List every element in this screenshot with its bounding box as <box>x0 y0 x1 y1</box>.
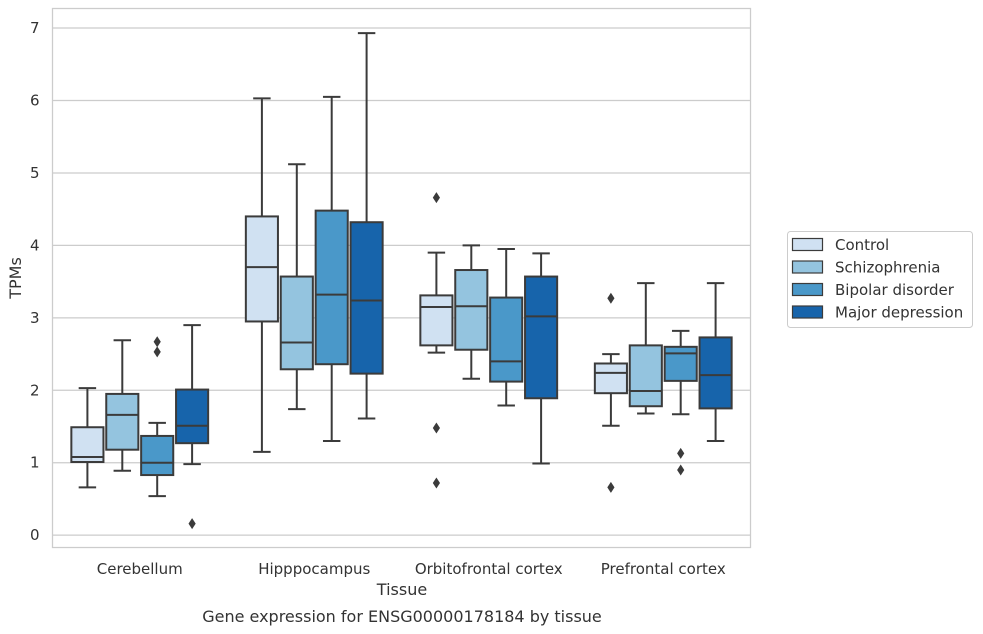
x-tick-label: Orbitofrontal cortex <box>415 560 563 578</box>
outlier-point <box>607 292 615 304</box>
box-body <box>279 275 314 371</box>
box-body <box>349 221 384 375</box>
box <box>593 292 628 493</box>
outlier-point <box>432 422 440 434</box>
box-body <box>140 434 175 477</box>
box <box>663 329 698 476</box>
legend-item: Control <box>791 236 889 254</box>
x-axis-ticks: Cerebellum Hipppocampus Orbitofrontal cort… <box>97 560 726 578</box>
y-tick-label: 2 <box>30 381 40 399</box>
x-axis-title: Tissue <box>376 580 427 599</box>
legend-label: Control <box>835 236 889 254</box>
box <box>140 336 175 498</box>
y-tick-label: 0 <box>30 526 40 544</box>
series-group <box>105 163 663 472</box>
y-axis-ticks: 0 1 2 3 4 5 6 7 <box>30 19 40 544</box>
legend-label: Bipolar disorder <box>835 281 955 299</box>
box-body <box>105 392 140 451</box>
box <box>454 244 489 380</box>
box <box>419 192 454 489</box>
y-axis-title: TPMs <box>6 257 25 300</box>
box-body <box>628 344 663 408</box>
outlier-point <box>153 346 161 358</box>
legend-swatch <box>791 305 824 319</box>
box-body <box>663 345 698 382</box>
outlier-point <box>188 518 196 530</box>
legend: Control Schizophrenia Bipolar disorder Majo… <box>787 231 973 328</box>
series-group <box>140 95 698 498</box>
y-tick-label: 1 <box>30 454 40 472</box>
box <box>314 95 349 443</box>
box-body <box>175 388 210 445</box>
x-tick-label: Hipppocampus <box>258 560 370 578</box>
box <box>524 252 559 465</box>
outlier-point <box>432 192 440 204</box>
legend-frame <box>787 231 973 328</box>
box-body <box>698 336 733 410</box>
series-group <box>175 32 733 530</box>
legend-swatch <box>791 237 824 252</box>
outlier-point <box>607 481 615 493</box>
box <box>175 324 210 530</box>
outlier-point <box>677 464 685 476</box>
box <box>244 97 279 453</box>
box <box>105 339 140 472</box>
box-body <box>593 362 628 395</box>
legend-swatch <box>791 260 824 274</box>
box <box>279 163 314 411</box>
outlier-point <box>432 477 440 489</box>
box-body <box>419 294 454 347</box>
box <box>698 282 733 443</box>
box-plot-series <box>70 32 733 530</box>
box <box>349 32 384 420</box>
box-body <box>489 296 524 383</box>
legend-item: Bipolar disorder <box>791 281 955 299</box>
legend-swatch <box>791 282 824 297</box>
plot-frame <box>51 7 752 549</box>
box-body <box>314 209 349 366</box>
legend-label: Schizophrenia <box>835 259 940 277</box>
legend-item: Schizophrenia <box>791 259 940 277</box>
y-tick-label: 4 <box>30 236 40 254</box>
box-body <box>244 215 279 323</box>
legend-item: Major depression <box>791 304 963 322</box>
y-tick-label: 3 <box>30 309 40 327</box>
legend-label: Major depression <box>835 304 963 322</box>
y-tick-label: 7 <box>30 19 40 37</box>
series-group <box>70 97 628 493</box>
chart-caption: Gene expression for ENSG00000178184 by t… <box>202 607 602 626</box>
outlier-point <box>153 336 161 348</box>
box <box>628 282 663 415</box>
box <box>70 387 105 489</box>
box <box>489 248 524 407</box>
outlier-point <box>677 447 685 459</box>
x-tick-label: Cerebellum <box>97 560 183 578</box>
y-tick-label: 5 <box>30 164 40 182</box>
box-body <box>524 275 559 400</box>
box-body <box>454 269 489 351</box>
y-tick-label: 6 <box>30 92 40 110</box>
x-tick-label: Prefrontal cortex <box>601 560 726 578</box>
